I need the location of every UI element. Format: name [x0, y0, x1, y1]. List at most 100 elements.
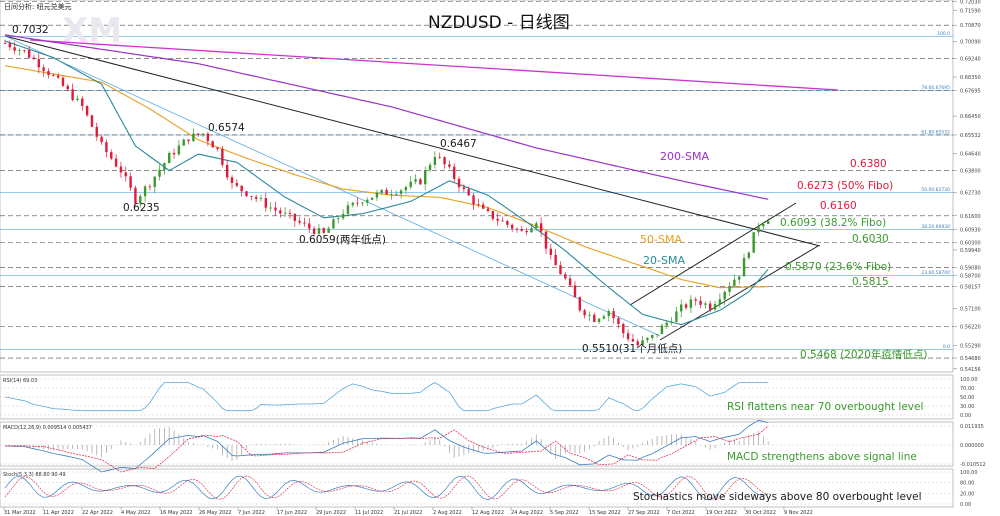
candle-bullish — [366, 199, 369, 203]
candle-bearish — [694, 299, 697, 301]
candle-bearish — [221, 148, 224, 165]
annotation-low-6235: 0.6235 — [123, 202, 160, 214]
candle-bullish — [651, 334, 654, 338]
x-tick-label: 4 May 2022 — [121, 510, 150, 516]
candle-bullish — [177, 145, 181, 155]
candle-bullish — [660, 325, 664, 335]
candle-bullish — [723, 291, 726, 300]
candle-bearish — [293, 213, 297, 221]
candle-bearish — [443, 157, 446, 165]
candle-bullish — [269, 207, 272, 209]
candle-bearish — [510, 224, 514, 229]
candle-bearish — [312, 228, 316, 234]
rsi-label: RSI(14) 69.03 — [3, 378, 37, 384]
candle-bullish — [158, 169, 161, 177]
x-tick-label: 30 Oct 2022 — [745, 510, 776, 516]
indicator-tick-label: 50.00 — [960, 395, 974, 401]
candle-bearish — [481, 204, 485, 209]
candle-bearish — [27, 50, 31, 58]
y-tick-label: 0.54680 — [960, 356, 981, 362]
candle-bullish — [370, 197, 374, 200]
indicator-tick-label: 100.00 — [960, 377, 978, 383]
candle-bullish — [607, 311, 610, 317]
indicator-tick-label: -0.010512 — [960, 462, 986, 468]
y-tick-label: 0.68350 — [960, 75, 981, 81]
macd-label: MACD(12,26,9) 0.009514 0.005437 — [3, 425, 92, 431]
candle-bearish — [114, 158, 118, 167]
candle-bearish — [187, 139, 190, 142]
magenta-trendline — [29, 39, 839, 91]
annotation-r-6160: 0.6160 — [820, 200, 857, 212]
x-tick-label: 12 Aug 2022 — [472, 510, 504, 516]
candle-bullish — [18, 50, 21, 51]
candle-bullish — [390, 194, 393, 195]
annotation-high-6467: 0.6467 — [440, 138, 477, 150]
candle-bearish — [308, 223, 311, 229]
candle-bullish — [375, 192, 379, 198]
candle-bearish — [438, 156, 441, 158]
candle-bullish — [139, 196, 142, 204]
candle-bullish — [327, 228, 330, 233]
candle-bearish — [235, 182, 239, 186]
y-axis: 0.72030 0.71590 0.70870 0.70090 0.69240 0.683… — [953, 0, 981, 373]
candle-bearish — [457, 178, 461, 188]
candle-bearish — [583, 310, 586, 316]
horizontal-levels-layer — [0, 1, 953, 359]
y-tick-label: 0.58157 — [960, 285, 981, 291]
candle-bullish — [192, 133, 195, 142]
candle-bullish — [399, 190, 403, 194]
candle-bearish — [100, 136, 103, 143]
y-tick-label: 0.63800 — [960, 169, 981, 175]
candle-bearish — [52, 74, 55, 76]
candle-bearish — [612, 311, 615, 319]
x-tick-label: 26 May 2022 — [199, 510, 232, 516]
candle-bearish — [356, 202, 359, 204]
stoch-label: Stoch(5,3,3) 88.80 90.49 — [3, 472, 66, 478]
stoch-panel — [0, 468, 954, 508]
y-tick-label: 0.70090 — [960, 39, 981, 45]
candle-bullish — [428, 164, 432, 171]
candle-bullish — [332, 219, 335, 229]
candle-bearish — [573, 285, 577, 298]
candle-bearish — [617, 318, 620, 324]
candle-bearish — [240, 185, 243, 192]
candle-bearish — [626, 333, 630, 340]
x-tick-label: 24 Aug 2022 — [511, 510, 543, 516]
candle-bearish — [496, 218, 499, 221]
sma-20-line — [4, 40, 769, 326]
candle-bearish — [254, 196, 258, 199]
stochastic-lines: 100.00 80.00 20.00 0.00 — [0, 470, 978, 508]
fib-level-label: 100.0 — [937, 31, 950, 37]
candle-bearish — [525, 230, 528, 233]
candle-bearish — [486, 208, 490, 212]
candle-bearish — [279, 210, 282, 214]
candle-bullish — [283, 212, 287, 214]
indicator-tick-label: 70.00 — [960, 386, 974, 392]
candle-bullish — [143, 186, 147, 197]
stoch-d-line — [4, 475, 769, 501]
y-tick-label: 0.60300 — [960, 241, 981, 247]
candle-bullish — [395, 193, 398, 195]
main-panel — [0, 0, 954, 373]
annotation-high-7032: 0.7032 — [12, 24, 49, 36]
y-tick-label: 0.58700 — [960, 273, 981, 279]
candle-bearish — [230, 177, 234, 183]
candle-bearish — [539, 223, 543, 232]
annotation-sma20: 20-SMA — [643, 254, 685, 267]
candle-bearish — [42, 67, 45, 71]
candle-bearish — [448, 164, 451, 167]
y-tick-label: 0.64640 — [960, 151, 981, 157]
candle-bullish — [689, 299, 693, 308]
candle-bearish — [8, 43, 12, 48]
fib-level-label: 38.20.60930 — [921, 224, 950, 230]
x-tick-label: 5 Sep 2022 — [550, 510, 579, 516]
candle-bullish — [201, 133, 205, 135]
candle-bullish — [168, 152, 171, 164]
candle-bearish — [477, 204, 480, 206]
candle-bearish — [501, 220, 504, 222]
stoch-k-line — [4, 475, 769, 501]
candle-bearish — [3, 43, 7, 44]
candle-bearish — [554, 254, 557, 266]
y-tick-label: 0.57100 — [960, 306, 981, 312]
candle-bearish — [110, 152, 113, 159]
